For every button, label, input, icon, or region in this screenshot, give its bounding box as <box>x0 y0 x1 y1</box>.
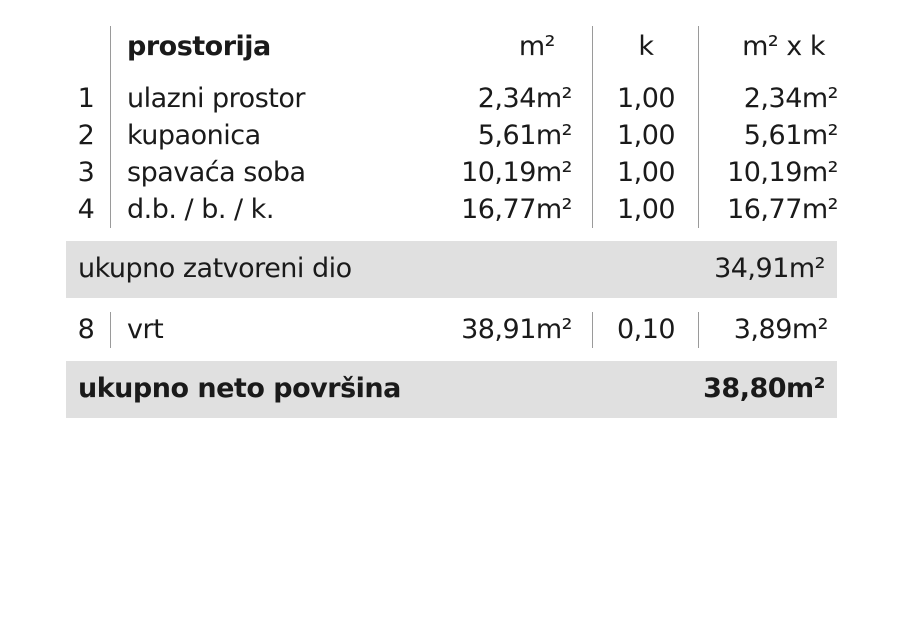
row-number: 2 <box>77 120 95 151</box>
row-product: 5,61m² <box>743 120 839 151</box>
row-product: 10,19m² <box>727 157 838 188</box>
column-divider <box>110 312 111 348</box>
row-name: spavaća soba <box>127 157 306 188</box>
total-label: ukupno neto površina <box>78 373 401 404</box>
subtotal-value: 34,91m² <box>714 253 825 284</box>
row-name: kupaonica <box>127 120 261 151</box>
row-area: 2,34m² <box>477 83 573 114</box>
row-name: d.b. / b. / k. <box>127 194 274 225</box>
header-coef: k <box>638 31 654 62</box>
column-divider <box>592 312 593 348</box>
row-area: 10,19m² <box>461 157 572 188</box>
row-coef: 1,00 <box>616 194 676 225</box>
row-coef: 1,00 <box>616 120 676 151</box>
subtotal-band: ukupno zatvoreni dio 34,91m² <box>66 241 837 298</box>
row-product: 3,89m² <box>733 314 829 345</box>
row-number: 1 <box>77 83 95 114</box>
row-coef: 1,00 <box>616 83 676 114</box>
row-number: 8 <box>77 314 95 345</box>
header-room: prostorija <box>127 31 271 62</box>
row-area: 16,77m² <box>461 194 572 225</box>
header-area: m² <box>518 31 556 62</box>
header-product: m² x k <box>742 31 825 62</box>
row-name: ulazni prostor <box>127 83 305 114</box>
row-area: 5,61m² <box>477 120 573 151</box>
row-number: 4 <box>77 194 95 225</box>
row-coef: 1,00 <box>616 157 676 188</box>
subtotal-label: ukupno zatvoreni dio <box>78 253 352 284</box>
row-number: 3 <box>77 157 95 188</box>
total-band: ukupno neto površina 38,80m² <box>66 361 837 418</box>
row-product: 16,77m² <box>727 194 838 225</box>
row-area: 38,91m² <box>461 314 572 345</box>
column-divider <box>110 26 111 228</box>
row-product: 2,34m² <box>743 83 839 114</box>
total-value: 38,80m² <box>703 373 825 404</box>
row-coef: 0,10 <box>616 314 676 345</box>
column-divider <box>698 312 699 348</box>
column-divider <box>698 26 699 228</box>
row-name: vrt <box>127 314 164 345</box>
column-divider <box>592 26 593 228</box>
